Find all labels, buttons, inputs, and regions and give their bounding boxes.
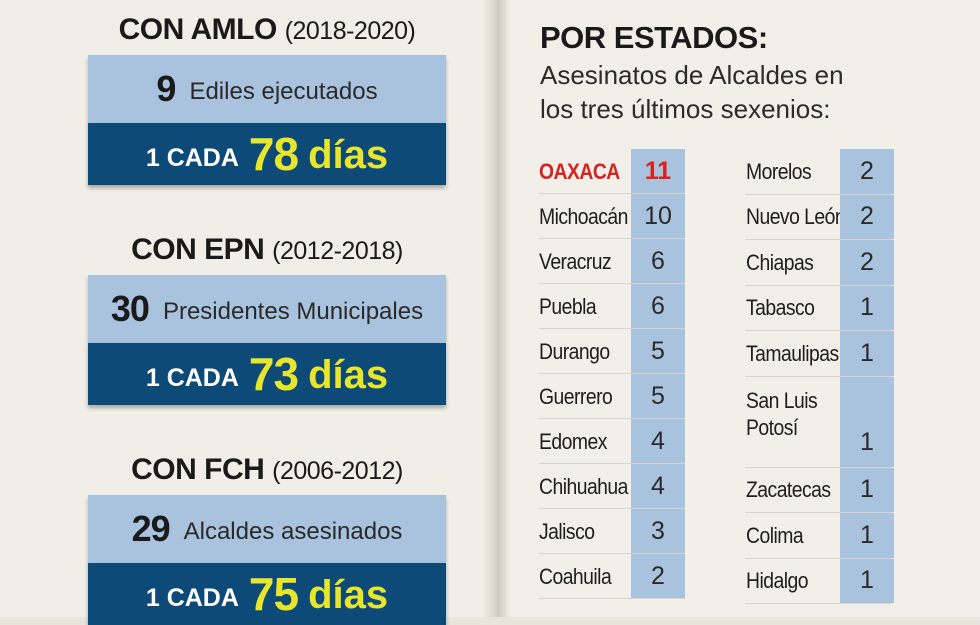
state-value: 1 — [840, 285, 894, 330]
state-name: Veracruz — [539, 248, 612, 274]
state-row: Durango 5 — [539, 329, 685, 374]
count-label: Ediles ejecutados — [189, 78, 378, 105]
state-row: Chihuahua 4 — [539, 464, 685, 509]
rate-unit: días — [308, 353, 389, 397]
state-name: Tabasco — [746, 295, 815, 321]
state-name: Michoacán — [539, 203, 628, 229]
rate-prefix: 1 CADA — [145, 363, 239, 392]
state-value: 5 — [631, 329, 685, 373]
state-row: OAXACA 11 — [539, 149, 685, 194]
state-row: Edomex 4 — [539, 419, 685, 464]
rate-number: 75 — [248, 568, 299, 620]
state-row: Jalisco 3 — [539, 509, 685, 554]
state-name: Edomex — [539, 428, 607, 454]
period-heading: CON AMLO (2018-2020) — [88, 12, 446, 49]
state-row: Guerrero 5 — [539, 374, 685, 419]
state-row: Hidalgo 1 — [746, 558, 894, 604]
rate-prefix: 1 CADA — [145, 143, 239, 172]
state-name: Jalisco — [539, 518, 595, 544]
state-value: 1 — [840, 513, 894, 558]
state-row: San Luis Potosí 1 — [746, 376, 894, 468]
state-row: Puebla 6 — [539, 284, 685, 329]
count-number: 9 — [156, 68, 176, 109]
page-gutter — [483, 0, 511, 617]
count-box: 30 Presidentes Municipales — [88, 275, 446, 343]
state-name: OAXACA — [539, 158, 620, 184]
state-row: Nuevo León 2 — [746, 194, 894, 240]
rate-prefix: 1 CADA — [145, 583, 239, 612]
state-name: Chiapas — [746, 249, 814, 275]
state-value: 6 — [631, 239, 685, 283]
period-heading: CON EPN (2012-2018) — [88, 232, 446, 269]
state-name: Chihuahua — [539, 473, 628, 499]
period-years: (2018-2020) — [284, 17, 416, 45]
count-number: 29 — [131, 508, 171, 549]
states-title: POR ESTADOS: — [540, 20, 768, 55]
period-name: CON AMLO — [118, 13, 278, 46]
state-row: Zacatecas 1 — [746, 467, 894, 513]
state-value: 3 — [631, 509, 685, 553]
period-name: CON FCH — [131, 453, 265, 486]
rate-box: 1 CADA 75 días — [88, 563, 446, 625]
state-value: 4 — [631, 419, 685, 463]
count-label: Alcaldes asesinados — [183, 518, 403, 545]
states-subtitle: Asesinatos de Alcaldes en los tres últim… — [540, 60, 844, 124]
state-name: Guerrero — [539, 383, 613, 409]
period-epn: CON EPN (2012-2018) 30 Presidentes Munic… — [88, 232, 446, 405]
state-value: 5 — [631, 374, 685, 418]
state-name: Nuevo León — [746, 204, 846, 230]
state-name: Hidalgo — [746, 568, 808, 594]
state-name: Zacatecas — [746, 477, 831, 503]
state-row: Tabasco 1 — [746, 285, 894, 331]
state-row: Tamaulipas 1 — [746, 331, 894, 377]
period-amlo: CON AMLO (2018-2020) 9 Ediles ejecutados… — [88, 12, 446, 185]
left-page: CON AMLO (2018-2020) 9 Ediles ejecutados… — [0, 0, 495, 625]
state-row: Colima 1 — [746, 513, 894, 559]
state-value: 11 — [631, 149, 685, 193]
state-value: 1 — [840, 331, 894, 376]
state-row: Coahuila 2 — [539, 554, 685, 599]
state-value: 1 — [840, 467, 894, 512]
rate-box: 1 CADA 78 días — [88, 123, 446, 185]
rate-number: 73 — [248, 348, 299, 400]
right-page — [500, 0, 980, 617]
count-box: 29 Alcaldes asesinados — [88, 495, 446, 563]
state-value: 4 — [631, 464, 685, 508]
period-years: (2012-2018) — [272, 237, 403, 265]
state-name: Morelos — [746, 158, 812, 184]
state-value: 6 — [631, 284, 685, 328]
rate-unit: días — [308, 573, 389, 617]
count-label: Presidentes Municipales — [162, 298, 424, 325]
state-value: 2 — [631, 554, 685, 598]
state-row: Michoacán 10 — [539, 194, 685, 239]
state-name: Colima — [746, 522, 804, 548]
state-row: Veracruz 6 — [539, 239, 685, 284]
state-value: 1 — [840, 558, 894, 603]
period-years: (2006-2012) — [272, 457, 403, 485]
state-name: Tamaulipas — [746, 340, 839, 366]
state-value: 10 — [631, 194, 685, 238]
period-fch: CON FCH (2006-2012) 29 Alcaldes asesinad… — [88, 452, 446, 625]
state-value: 2 — [840, 240, 894, 285]
state-value: 2 — [840, 194, 894, 239]
rate-number: 78 — [248, 128, 299, 180]
period-name: CON EPN — [131, 233, 265, 266]
state-name: Puebla — [539, 293, 597, 319]
state-row: Morelos 2 — [746, 149, 894, 195]
count-number: 30 — [110, 288, 150, 329]
period-heading: CON FCH (2006-2012) — [88, 452, 446, 489]
state-name: Coahuila — [539, 563, 612, 589]
state-row: Chiapas 2 — [746, 240, 894, 286]
count-box: 9 Ediles ejecutados — [88, 55, 446, 123]
rate-box: 1 CADA 73 días — [88, 343, 446, 405]
state-value: 2 — [840, 149, 894, 194]
state-name: San Luis Potosí — [746, 387, 818, 440]
state-name: Durango — [539, 338, 610, 364]
rate-unit: días — [308, 133, 389, 177]
state-value: 1 — [840, 376, 894, 467]
